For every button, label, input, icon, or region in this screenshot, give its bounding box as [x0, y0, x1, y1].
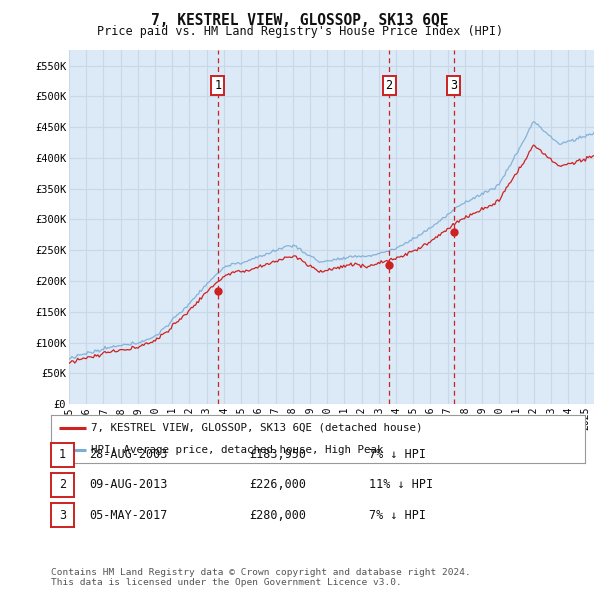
Text: 2: 2: [386, 78, 393, 91]
Text: 3: 3: [59, 509, 66, 522]
Text: 7% ↓ HPI: 7% ↓ HPI: [369, 509, 426, 522]
Text: Price paid vs. HM Land Registry's House Price Index (HPI): Price paid vs. HM Land Registry's House …: [97, 25, 503, 38]
Text: Contains HM Land Registry data © Crown copyright and database right 2024.
This d: Contains HM Land Registry data © Crown c…: [51, 568, 471, 587]
Text: 3: 3: [450, 78, 457, 91]
Text: 7, KESTREL VIEW, GLOSSOP, SK13 6QE: 7, KESTREL VIEW, GLOSSOP, SK13 6QE: [151, 13, 449, 28]
Text: £183,950: £183,950: [249, 448, 306, 461]
Text: 1: 1: [214, 78, 221, 91]
Text: 11% ↓ HPI: 11% ↓ HPI: [369, 478, 433, 491]
Text: 28-AUG-2003: 28-AUG-2003: [89, 448, 167, 461]
Text: 7, KESTREL VIEW, GLOSSOP, SK13 6QE (detached house): 7, KESTREL VIEW, GLOSSOP, SK13 6QE (deta…: [91, 423, 422, 433]
Text: 05-MAY-2017: 05-MAY-2017: [89, 509, 167, 522]
Text: HPI: Average price, detached house, High Peak: HPI: Average price, detached house, High…: [91, 445, 383, 455]
Text: 1: 1: [59, 448, 66, 461]
Text: £280,000: £280,000: [249, 509, 306, 522]
Text: 2: 2: [59, 478, 66, 491]
Text: 7% ↓ HPI: 7% ↓ HPI: [369, 448, 426, 461]
Text: £226,000: £226,000: [249, 478, 306, 491]
Text: 09-AUG-2013: 09-AUG-2013: [89, 478, 167, 491]
